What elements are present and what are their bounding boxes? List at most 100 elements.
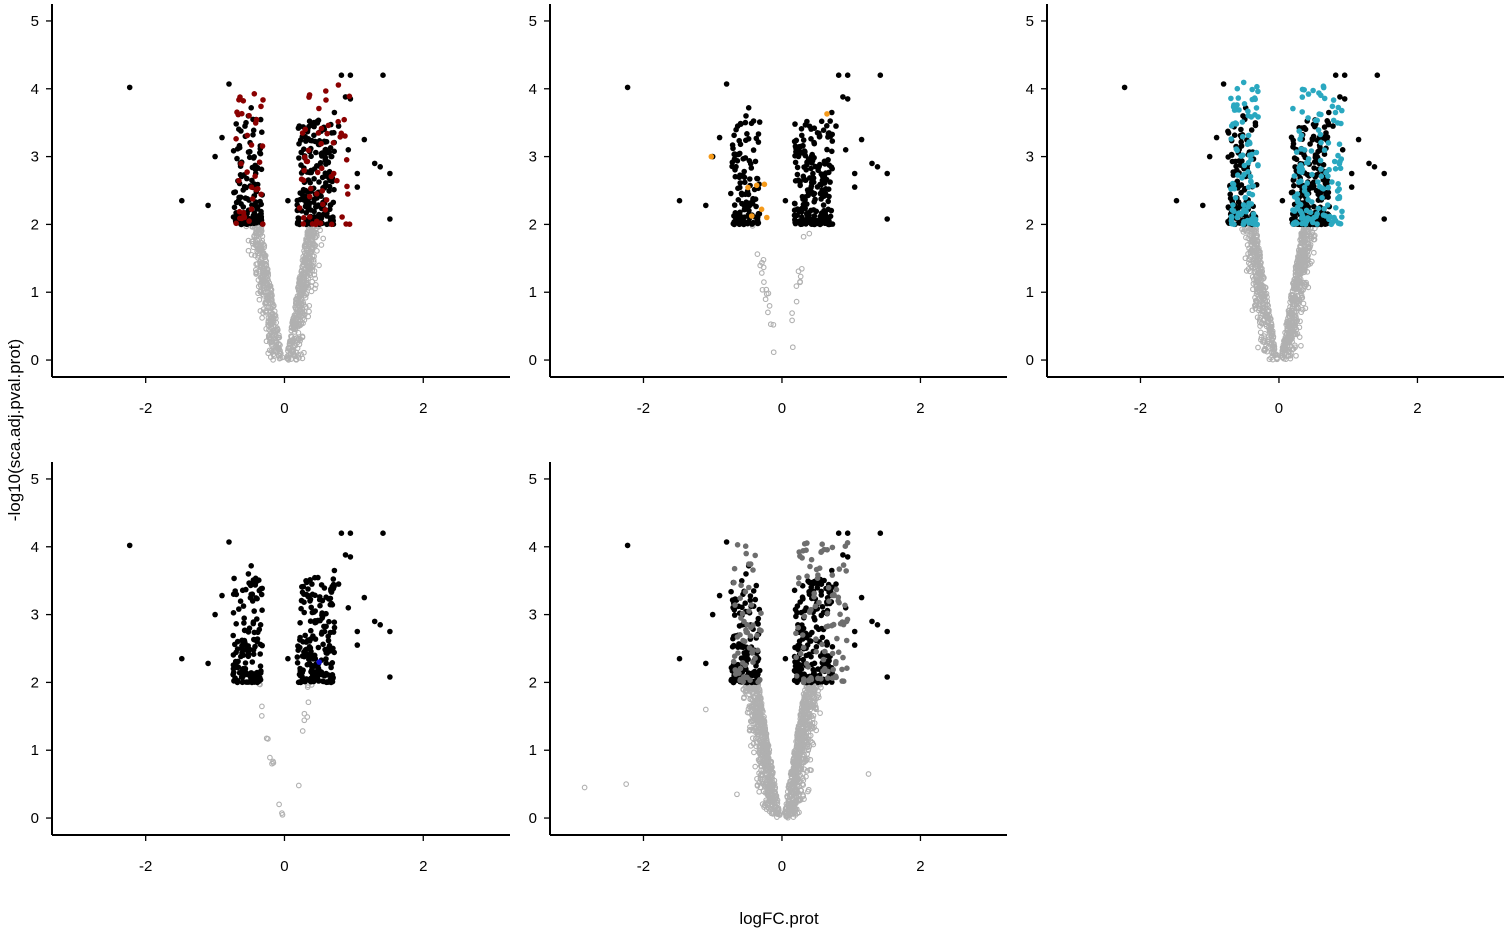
nonsig-point [817,710,823,716]
highlight-point [339,214,345,220]
sig-point [842,147,849,153]
nonsig-point [285,357,292,363]
highlight-point [758,206,765,213]
sig-point [1200,202,1206,209]
nonsig-point [290,348,297,355]
sig-point [792,644,798,651]
sig-point [331,129,337,136]
highlight-point [830,621,837,628]
sig-point [1311,203,1317,210]
highlight-point [1339,208,1345,215]
highlight-point [260,221,266,227]
sig-point [249,591,256,597]
sig-point [380,530,386,536]
x-tick-label: -2 [139,400,152,417]
y-tick-label: 3 [31,149,39,166]
nonsig-point [1300,300,1307,307]
highlight-point [803,547,809,553]
sig-point [300,197,307,203]
nonsig-point [259,272,266,278]
nonsig-point [1288,329,1294,335]
highlight-point [811,594,817,600]
highlight-point [754,647,761,654]
sig-point [795,153,802,160]
nonsig-point [295,351,302,358]
highlight-point [1310,219,1316,226]
sig-point [296,671,303,678]
nonsig-point [1260,296,1267,302]
nonsig-point [1258,282,1265,289]
sig-point [874,622,881,628]
highlight-point [805,664,811,670]
sig-point [884,170,890,177]
sig-point [301,653,308,660]
highlight-point [335,118,342,125]
sig-point [387,674,393,680]
highlight-point [837,611,843,618]
highlight-point [1319,194,1325,201]
highlight-point [1247,173,1254,180]
sig-point [739,604,745,611]
sig-point [794,609,800,616]
highlight-point [235,111,241,118]
highlight-point [821,648,828,655]
sig-point [820,127,827,133]
sig-point [323,161,329,167]
y-tick-label: 2 [1026,216,1034,233]
nonsig-point [702,706,709,713]
y-tick-label: 2 [529,674,537,691]
highlight-point [1333,205,1339,211]
highlight-point [248,184,255,190]
highlight-point [1299,169,1305,176]
sig-point [750,147,757,153]
y-tick-label: 4 [1026,81,1034,98]
highlight-point [741,638,748,645]
highlight-point [1325,140,1332,146]
y-tick-label: 5 [529,471,537,488]
y-tick-label: 5 [31,471,39,488]
nonsig-point [314,248,320,254]
sig-point [329,660,336,666]
highlight-point [734,542,741,548]
y-tick-label: 0 [1026,352,1034,369]
sig-point [361,136,368,143]
nonsig-point [269,760,275,767]
sig-point [1325,121,1332,128]
sig-point [1371,164,1378,170]
nonsig-point [261,285,268,292]
sig-point [324,213,330,219]
highlight-point [344,183,350,190]
sig-point [731,202,738,208]
highlight-point [746,608,752,614]
sig-point [1290,141,1297,147]
highlight-point [829,650,836,657]
sig-point [254,218,260,224]
highlight-point [1304,180,1310,186]
sig-point [804,219,811,225]
nonsig-point [268,335,275,342]
highlight-point [1228,136,1234,142]
sig-point [258,166,265,173]
nonsig-point [299,728,306,734]
sig-point [1321,151,1328,157]
highlight-point [1248,114,1255,120]
sig-point [1348,170,1355,177]
sig-point [306,118,313,124]
nonsig-point [1288,312,1295,319]
nonsig-point [1252,305,1259,312]
nonsig-point [295,782,302,789]
nonsig-point [795,268,802,275]
sig-point [835,530,842,536]
sig-point [869,618,875,625]
sig-point [884,628,890,635]
nonsig-point [734,791,740,798]
nonsig-point [268,309,274,315]
sig-point [377,622,384,628]
highlight-point [1252,96,1258,103]
sig-point [179,655,185,662]
highlight-point [300,221,307,227]
sig-point [819,187,825,193]
nonsig-point [312,282,319,288]
highlight-point [1230,104,1237,110]
sig-point [342,552,349,558]
